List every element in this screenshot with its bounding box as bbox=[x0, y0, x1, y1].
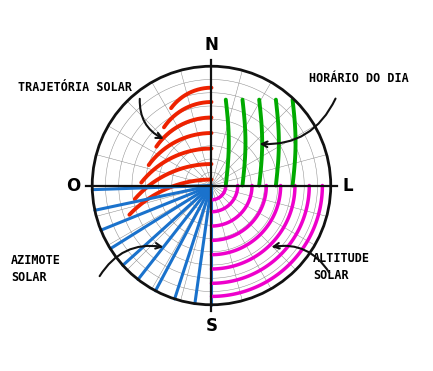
Text: ALTITUDE
SOLAR: ALTITUDE SOLAR bbox=[313, 252, 370, 282]
Text: O: O bbox=[66, 177, 80, 194]
Text: N: N bbox=[204, 36, 218, 54]
Text: AZIMOTE
SOLAR: AZIMOTE SOLAR bbox=[11, 254, 61, 284]
Text: HORÁRIO DO DIA: HORÁRIO DO DIA bbox=[309, 72, 409, 85]
Text: S: S bbox=[206, 317, 217, 335]
Text: TRAJETÓRIA SOLAR: TRAJETÓRIA SOLAR bbox=[18, 81, 132, 94]
Text: L: L bbox=[343, 177, 353, 194]
